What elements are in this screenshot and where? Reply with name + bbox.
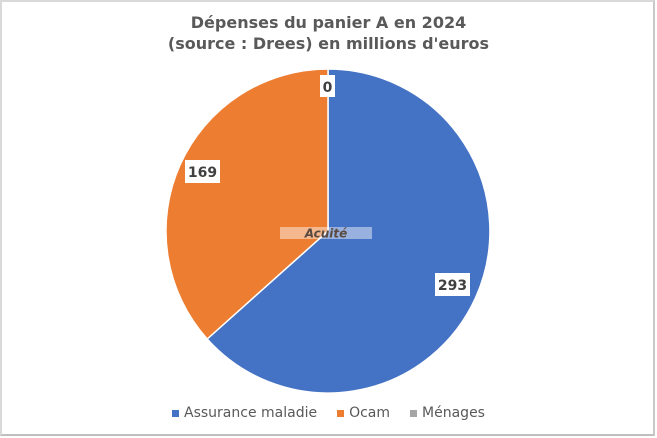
svg-text:0: 0 [323, 80, 333, 96]
legend-label: Assurance maladie [184, 405, 318, 421]
chart-title: Dépenses du panier A en 2024 (source : D… [0, 12, 657, 54]
legend-swatch-blue-icon [172, 409, 179, 417]
legend-label: Ocam [349, 405, 391, 421]
legend-item-menages[interactable]: Ménages [410, 405, 485, 421]
chart-legend: Assurance maladie Ocam Ménages [0, 405, 657, 421]
legend-label: Ménages [422, 405, 485, 421]
slice-assurance-maladie[interactable] [206, 68, 491, 394]
legend-swatch-gray-icon [410, 409, 418, 417]
legend-item-ocam[interactable]: Ocam [337, 405, 390, 421]
legend-item-assurance-maladie[interactable]: Assurance maladie [172, 405, 317, 421]
chart-title-line2: (source : Drees) en millions d'euros [167, 34, 490, 53]
svg-text:Acuité: Acuité [304, 227, 348, 241]
legend-swatch-orange-icon [337, 409, 345, 417]
data-label-assurance-maladie: 293 [435, 273, 470, 296]
slice-ocam[interactable] [165, 68, 329, 341]
data-label-ocam: 169 [185, 160, 220, 183]
data-label-menages: 0 [320, 75, 335, 97]
svg-text:293: 293 [438, 278, 467, 294]
watermark-acuite: Acuité [280, 227, 372, 241]
chart-title-line1: Dépenses du panier A en 2024 [190, 13, 467, 32]
svg-text:169: 169 [188, 165, 217, 181]
